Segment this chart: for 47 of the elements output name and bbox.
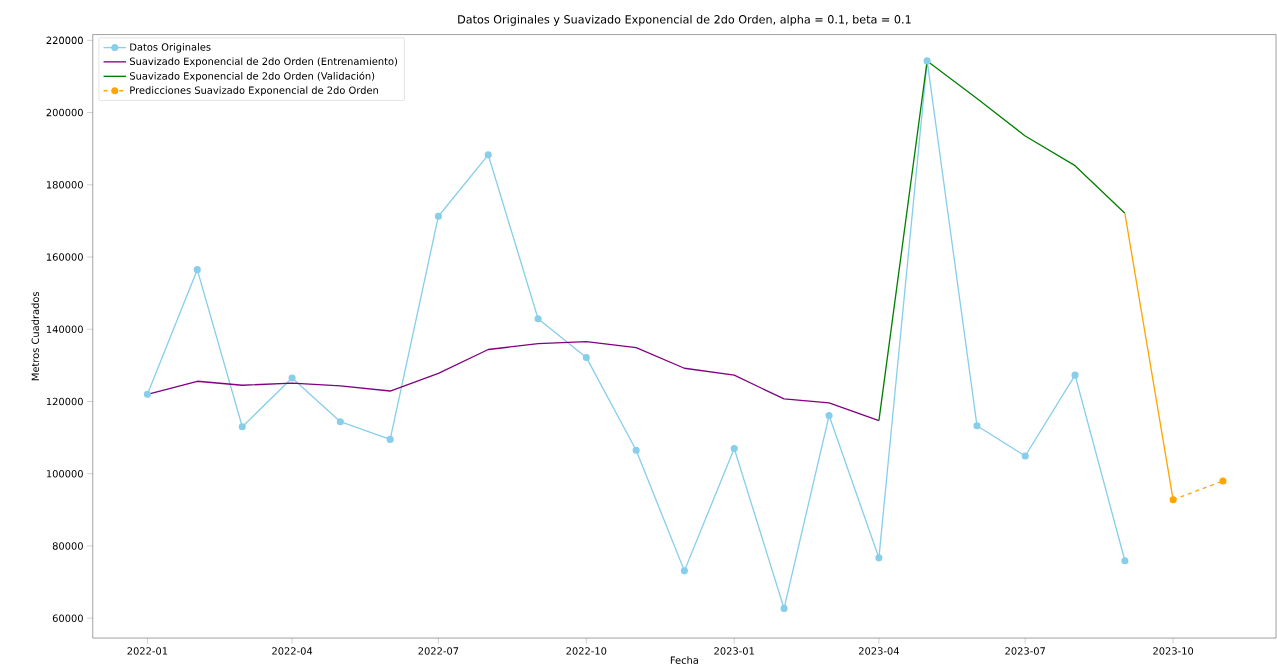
legend-label: Suavizado Exponencial de 2do Orden (Validación) bbox=[129, 71, 375, 82]
point bbox=[1219, 477, 1227, 485]
point bbox=[1121, 557, 1129, 565]
legend-label: Datos Originales bbox=[130, 43, 211, 53]
point bbox=[386, 436, 394, 444]
x-tick-label: 2022-10 bbox=[566, 647, 607, 655]
x-tick-label: 2023-07 bbox=[1005, 647, 1045, 655]
point bbox=[1071, 371, 1079, 379]
point bbox=[534, 315, 542, 323]
chart-title: Datos Originales y Suavizado Exponencial de 2do Orden, alpha = 0.1, beta = 0.1 bbox=[458, 15, 911, 26]
x-tick-label: 2022-01 bbox=[127, 647, 168, 655]
point bbox=[973, 422, 981, 430]
y-tick-label: 160000 bbox=[46, 253, 83, 261]
point bbox=[825, 412, 833, 420]
point bbox=[582, 354, 590, 362]
point bbox=[336, 418, 344, 426]
y-tick-label: 100000 bbox=[46, 470, 83, 478]
y-tick-label: 80000 bbox=[52, 542, 83, 550]
point bbox=[1169, 496, 1177, 504]
point bbox=[143, 390, 151, 398]
point bbox=[730, 445, 738, 453]
point bbox=[193, 266, 201, 274]
point bbox=[238, 423, 246, 431]
legend-label: Predicciones Suavizado Exponencial de 2do Orden bbox=[130, 86, 378, 96]
point bbox=[875, 554, 883, 562]
y-tick-label: 120000 bbox=[46, 397, 83, 406]
x-tick-label: 2023-01 bbox=[714, 647, 754, 655]
point bbox=[780, 605, 788, 613]
point bbox=[632, 446, 640, 454]
y-tick-label: 180000 bbox=[46, 181, 83, 189]
x-axis-title: Fecha bbox=[670, 656, 698, 665]
point bbox=[288, 374, 296, 382]
x-tick-label: 2023-04 bbox=[859, 647, 899, 655]
legend-label: Suavizado Exponencial de 2do Orden (Entrenamiento) bbox=[129, 57, 398, 68]
point bbox=[434, 212, 442, 220]
point bbox=[680, 567, 688, 575]
x-tick-label: 2023-10 bbox=[1153, 647, 1194, 655]
y-tick-label: 200000 bbox=[46, 108, 83, 117]
y-tick-label: 220000 bbox=[46, 36, 83, 45]
x-tick-label: 2022-07 bbox=[418, 647, 459, 655]
x-tick-label: 2022-04 bbox=[272, 647, 313, 655]
y-tick-label: 140000 bbox=[46, 325, 83, 334]
y-tick-label: 60000 bbox=[52, 614, 83, 623]
point bbox=[484, 151, 492, 159]
y-axis-title: Metros Cuadrados bbox=[31, 292, 40, 381]
point bbox=[923, 57, 931, 65]
point bbox=[1021, 452, 1029, 460]
